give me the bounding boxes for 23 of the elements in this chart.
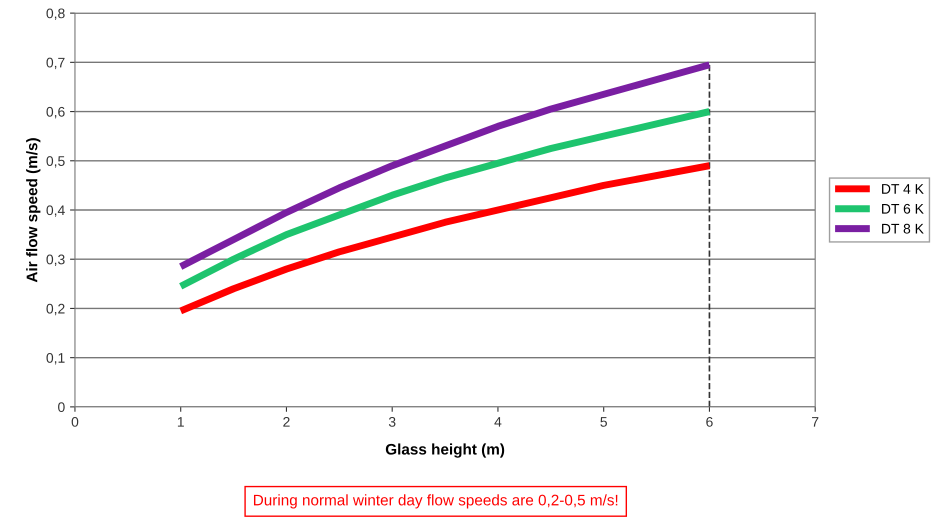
y-axis-title: Air flow speed (m/s) (26, 138, 40, 282)
legend-label: DT 4 K (882, 184, 924, 194)
y-tick-label: 0,6 (46, 106, 65, 118)
y-tick-label: 0,5 (46, 156, 65, 168)
legend-label: DT 6 K (882, 204, 924, 214)
x-tick-label: 2 (283, 416, 290, 427)
x-tick-label: 6 (706, 416, 713, 427)
y-tick-label: 0,7 (46, 58, 65, 70)
y-tick-label: 0 (58, 402, 65, 412)
y-tick-label: 0,3 (46, 254, 65, 266)
x-tick-label: 0 (72, 416, 78, 427)
x-tick-label: 5 (600, 417, 607, 427)
x-axis-title: Glass height (m) (386, 443, 504, 458)
text: During normal winter day flow speeds are 0,2-0,5 m/s! (254, 494, 618, 508)
y-tick-label: 0,8 (46, 8, 65, 20)
x-tick-label: 1 (178, 417, 184, 427)
y-tick-label: 0,1 (46, 352, 65, 364)
x-tick-label: 3 (388, 416, 396, 427)
x-tick-label: 4 (494, 417, 502, 427)
legend-label: DT 8 K (882, 224, 924, 234)
y-tick-label: 0,4 (46, 205, 65, 217)
y-tick-label: 0,2 (46, 304, 65, 316)
x-tick-label: 7 (812, 417, 818, 427)
